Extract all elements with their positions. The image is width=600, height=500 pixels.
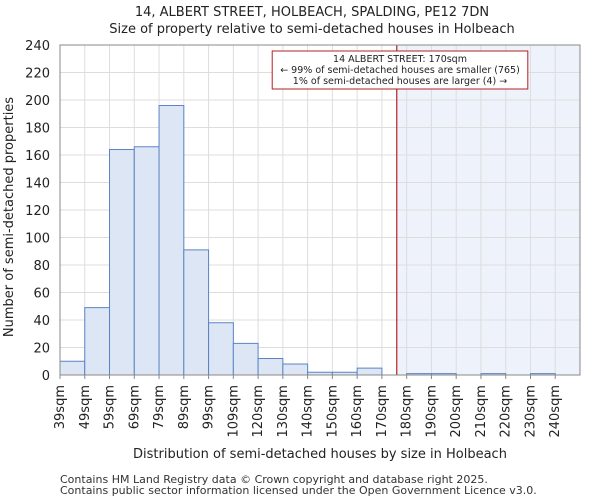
y-tick-label: 100 bbox=[25, 232, 50, 247]
y-tick-label: 120 bbox=[25, 204, 50, 219]
histogram-bar bbox=[84, 307, 111, 376]
y-tick-label: 0 bbox=[42, 369, 50, 384]
histogram-bar bbox=[257, 358, 284, 376]
histogram-bar bbox=[356, 367, 383, 376]
y-tick-label: 180 bbox=[25, 122, 50, 137]
x-tick-label: 99sqm bbox=[202, 385, 217, 429]
x-tick-label: 89sqm bbox=[177, 385, 192, 429]
histogram-bar bbox=[183, 249, 210, 376]
x-tick-label: 150sqm bbox=[325, 385, 340, 438]
x-tick-label: 160sqm bbox=[350, 385, 365, 438]
x-tick-label: 140sqm bbox=[301, 385, 316, 438]
y-tick-label: 60 bbox=[33, 287, 50, 302]
histogram-bar bbox=[59, 360, 86, 376]
x-tick-label: 59sqm bbox=[103, 385, 118, 429]
x-tick-label: 170sqm bbox=[375, 385, 390, 438]
annotation-line-2: ← 99% of semi-detached houses are smalle… bbox=[280, 65, 520, 76]
histogram-bar bbox=[208, 322, 234, 376]
x-tick-label: 200sqm bbox=[449, 385, 464, 438]
chart-subtitle: Size of property relative to semi-detach… bbox=[109, 22, 514, 37]
histogram-bar bbox=[232, 342, 259, 376]
x-tick-label: 180sqm bbox=[400, 385, 415, 438]
annotation-line-1: 14 ALBERT STREET: 170sqm bbox=[333, 54, 467, 65]
x-tick-label: 240sqm bbox=[548, 385, 563, 438]
y-tick-label: 20 bbox=[33, 342, 50, 357]
x-tick-label: 220sqm bbox=[499, 385, 514, 438]
x-tick-label: 39sqm bbox=[53, 385, 68, 429]
y-tick-label: 160 bbox=[25, 149, 50, 164]
y-tick-label: 40 bbox=[33, 314, 50, 329]
plot-frame bbox=[59, 44, 581, 376]
y-tick-label: 80 bbox=[33, 259, 50, 274]
x-tick-label: 190sqm bbox=[424, 385, 439, 438]
annotation-line-3: 1% of semi-detached houses are larger (4… bbox=[293, 76, 507, 87]
footer-copyright: Contains HM Land Registry data © Crown c… bbox=[60, 473, 488, 486]
x-tick-label: 210sqm bbox=[474, 385, 489, 438]
x-tick-label: 49sqm bbox=[78, 385, 93, 429]
footer-licence: Contains public sector information licen… bbox=[60, 484, 537, 497]
y-tick-label: 220 bbox=[25, 67, 50, 82]
chart-title: 14, ALBERT STREET, HOLBEACH, SPALDING, P… bbox=[135, 5, 489, 20]
histogram-bar bbox=[282, 363, 309, 376]
histogram-bar bbox=[158, 105, 185, 376]
x-tick-label: 120sqm bbox=[251, 385, 266, 438]
x-tick-label: 109sqm bbox=[226, 385, 241, 438]
x-tick-label: 69sqm bbox=[127, 385, 142, 429]
y-tick-label: 200 bbox=[25, 94, 50, 109]
histogram-bar bbox=[109, 149, 135, 376]
y-tick-label: 240 bbox=[25, 39, 50, 54]
x-tick-label: 130sqm bbox=[276, 385, 291, 438]
y-tick-label: 140 bbox=[25, 177, 50, 192]
x-tick-label: 79sqm bbox=[152, 385, 167, 429]
y-axis-label: Number of semi-detached properties bbox=[2, 97, 17, 337]
annotation-box: 14 ALBERT STREET: 170sqm ← 99% of semi-d… bbox=[271, 50, 529, 90]
x-axis-label: Distribution of semi-detached houses by … bbox=[133, 447, 507, 462]
x-tick-label: 230sqm bbox=[523, 385, 538, 438]
histogram-bar bbox=[133, 146, 160, 376]
